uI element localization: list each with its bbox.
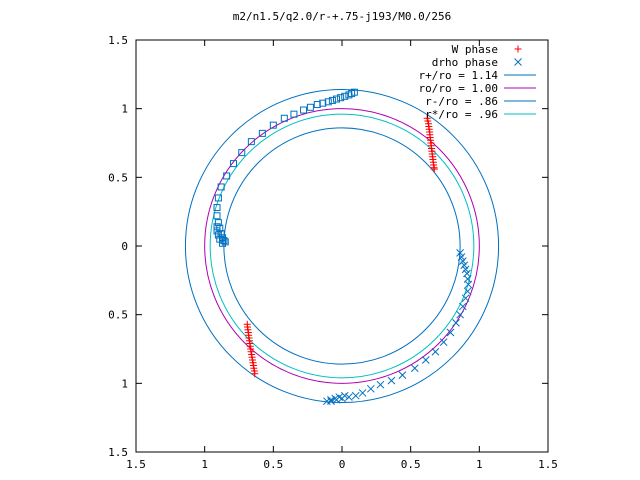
drho-phase-point — [461, 294, 470, 303]
w-phase-point — [251, 370, 259, 378]
reference-circles — [184, 88, 500, 404]
legend-label: ro/ro = 1.00 — [419, 82, 498, 95]
x-tick-label: 1 — [476, 458, 483, 471]
square-point — [290, 110, 298, 118]
circle-1 — [204, 108, 480, 384]
legend-label: r*/ro = .96 — [425, 108, 498, 121]
square-point — [216, 235, 224, 243]
legend-label: r-/ro = .86 — [425, 95, 498, 108]
drho-phase-point — [446, 328, 455, 337]
x-tick-label: 1.5 — [126, 458, 146, 471]
drho-phase-point — [463, 287, 472, 296]
y-tick-label: 1 — [121, 377, 128, 390]
drho-phase-point — [461, 265, 470, 274]
y-tick-label: 0 — [121, 240, 128, 253]
circle-0.96 — [209, 113, 475, 379]
drho-phase-point — [327, 397, 335, 406]
drho-phase-point — [387, 376, 396, 385]
drho-phase-point — [331, 394, 339, 403]
square-point — [217, 183, 225, 191]
drho-phase-point — [345, 393, 353, 401]
drho-phase-point — [458, 302, 467, 311]
drho-phase-point — [456, 310, 464, 319]
square-point — [213, 223, 221, 231]
y-tick-label: 1 — [121, 103, 128, 116]
circle-0.86 — [223, 127, 461, 365]
chart-title: m2/n1.5/q2.0/r-+.75-j193/M0.0/256 — [233, 10, 452, 23]
drho-phase-point — [458, 257, 467, 265]
x-tick-label: 1 — [201, 458, 208, 471]
w-phase-point — [430, 165, 438, 173]
drho-phase-point — [456, 249, 464, 257]
drho-phase-point — [421, 356, 430, 364]
square-point — [341, 92, 349, 100]
square-point — [269, 121, 277, 129]
drho-phase-point — [376, 380, 385, 389]
legend-marker — [514, 45, 522, 53]
y-tick-label: 0.5 — [108, 309, 128, 322]
square-point — [258, 129, 266, 137]
drho-phase-point — [340, 391, 349, 400]
drho-phase-point — [327, 395, 335, 404]
square-point — [213, 227, 221, 235]
square-point — [214, 231, 222, 239]
drho-phase-point — [351, 391, 360, 400]
drho-phase-point — [366, 384, 375, 393]
drho-phase-point — [410, 364, 419, 373]
drho-phase-point — [457, 253, 466, 261]
square-point — [247, 138, 255, 146]
drho-phase-point — [439, 338, 448, 346]
square-point — [319, 99, 327, 107]
legend-label: r+/ro = 1.14 — [419, 69, 499, 82]
drho-phase-point — [464, 280, 473, 289]
square-point — [214, 219, 222, 227]
y-tick-label: 0.5 — [108, 171, 128, 184]
x-tick-label: 1.5 — [538, 458, 558, 471]
square-point — [213, 212, 221, 220]
legend-label: W phase — [452, 43, 498, 56]
square-point — [280, 114, 288, 122]
drho-phase-point — [431, 347, 440, 356]
drho-phase-point — [398, 371, 407, 379]
drho-phase-point — [460, 261, 469, 270]
y-tick-label: 1.5 — [108, 446, 128, 459]
legend-marker — [514, 58, 522, 66]
square-point — [324, 98, 332, 106]
square-point — [306, 103, 314, 111]
square-point — [214, 194, 222, 202]
square-point — [230, 160, 238, 168]
square-point — [238, 149, 246, 157]
square-point — [213, 204, 221, 212]
square-point — [300, 106, 308, 114]
x-tick-label: 0.5 — [263, 458, 283, 471]
drho-phase-point — [323, 397, 331, 406]
data-markers — [213, 88, 473, 406]
square-point — [313, 101, 321, 109]
y-tick-label: 1.5 — [108, 34, 128, 47]
square-point — [337, 94, 345, 102]
x-tick-label: 0 — [339, 458, 346, 471]
circle-1.14 — [184, 88, 500, 404]
ticks: 1.5 1 0.5 0 0.5 1 1.51.510.500.511.5 — [108, 34, 558, 471]
square-point — [328, 96, 336, 104]
drho-phase-point — [452, 319, 460, 327]
square-point — [223, 172, 231, 180]
drho-phase-point — [358, 389, 367, 397]
square-point — [333, 95, 341, 103]
square-point — [345, 91, 353, 99]
legend-label: drho phase — [432, 56, 498, 69]
x-tick-label: 0.5 — [401, 458, 421, 471]
